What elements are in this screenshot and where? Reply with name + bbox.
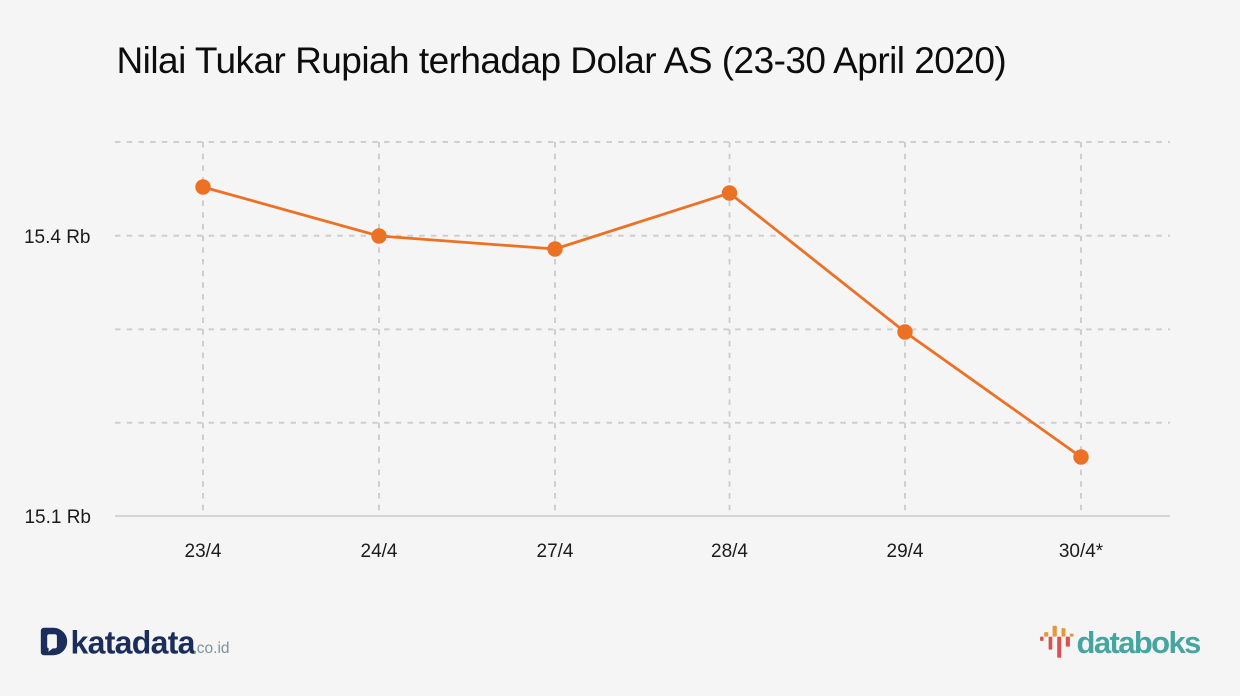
svg-text:15.4 Rb: 15.4 Rb — [24, 227, 91, 248]
svg-text:28/4: 28/4 — [711, 541, 748, 562]
svg-text:30/4*: 30/4* — [1059, 541, 1104, 562]
svg-text:15.1 Rb: 15.1 Rb — [24, 507, 91, 528]
svg-text:23/4: 23/4 — [185, 541, 222, 562]
svg-text:Nilai Tukar Rupiah terhadap Do: Nilai Tukar Rupiah terhadap Dolar AS (23… — [117, 40, 1007, 81]
svg-text:katadata: katadata — [71, 625, 196, 661]
svg-text:databoks: databoks — [1077, 625, 1201, 660]
svg-text:24/4: 24/4 — [361, 541, 398, 562]
svg-text:29/4: 29/4 — [887, 541, 924, 562]
svg-text:27/4: 27/4 — [537, 541, 574, 562]
svg-text:.co.id: .co.id — [193, 640, 230, 657]
